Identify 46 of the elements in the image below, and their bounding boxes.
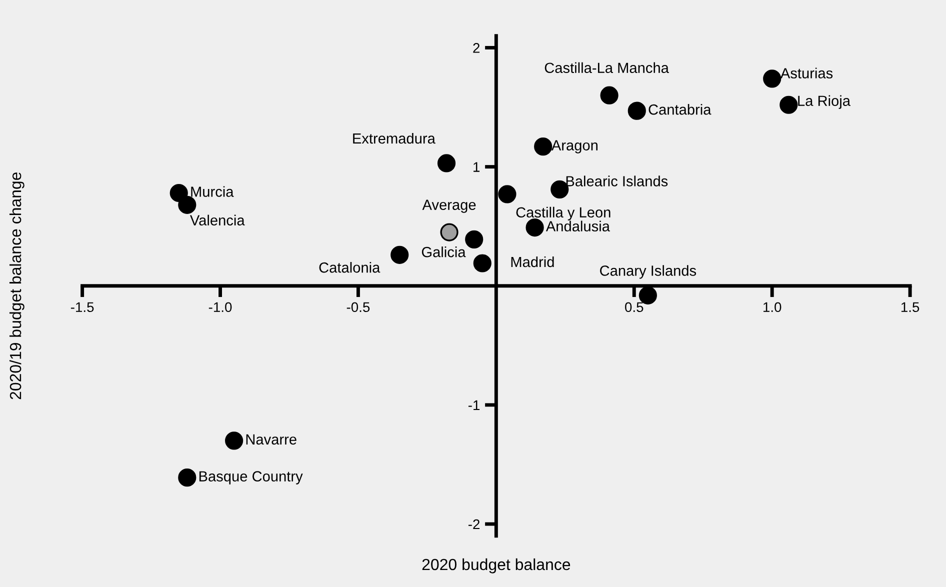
y-tick-label: 1 [474, 162, 480, 172]
point [628, 102, 646, 120]
annotation: Average [422, 200, 476, 213]
point [170, 184, 188, 202]
annotation: Cantabria [648, 104, 712, 115]
y-axis-title: 2020/19 budget balance change [9, 172, 24, 400]
point [465, 230, 484, 248]
x-tick-label: -1.0 [208, 302, 232, 312]
annotation: Extremadura [353, 132, 436, 144]
x-tick-label: 1.0 [764, 302, 782, 312]
point [763, 70, 782, 88]
point [473, 254, 492, 272]
annotation: Asturias [780, 68, 833, 78]
point [534, 137, 552, 156]
annotation: Castilla-La Mancha [544, 62, 669, 74]
point [440, 223, 458, 242]
x-tick-label: 0.5 [625, 302, 644, 312]
annotation: Madrid [511, 256, 554, 268]
point [437, 154, 456, 172]
annotation: Catalonia [319, 262, 380, 273]
point [780, 96, 798, 114]
point [600, 86, 618, 104]
annotation: Valencia [190, 214, 245, 226]
annotation: Galicia [422, 246, 466, 258]
point [178, 468, 196, 487]
annotation: Canary Islands [600, 265, 696, 279]
x-tick-label: -1.5 [70, 302, 94, 312]
annotation: Murcia [191, 186, 234, 197]
annotation: Balearic Islands [566, 176, 668, 186]
annotation: Basque Country [199, 471, 303, 484]
x-tick-label: 1.5 [901, 302, 920, 312]
point [526, 218, 544, 237]
x-axis-title: 2020 budget balance [422, 558, 570, 574]
annotation: Castilla y Leon [516, 206, 610, 220]
point [178, 196, 196, 214]
annotation: Aragon [551, 140, 598, 154]
annotation: Andalusia [546, 220, 610, 232]
y-tick-label: -1 [468, 400, 480, 410]
x-tick-label: -0.5 [346, 302, 370, 312]
annotation: La Rioja [798, 95, 850, 109]
y-tick-label: -2 [468, 519, 480, 530]
y-tick-label: 2 [473, 43, 480, 53]
point [390, 246, 409, 264]
point [225, 432, 244, 450]
point [498, 185, 516, 204]
annotation: Navarre [246, 434, 296, 445]
